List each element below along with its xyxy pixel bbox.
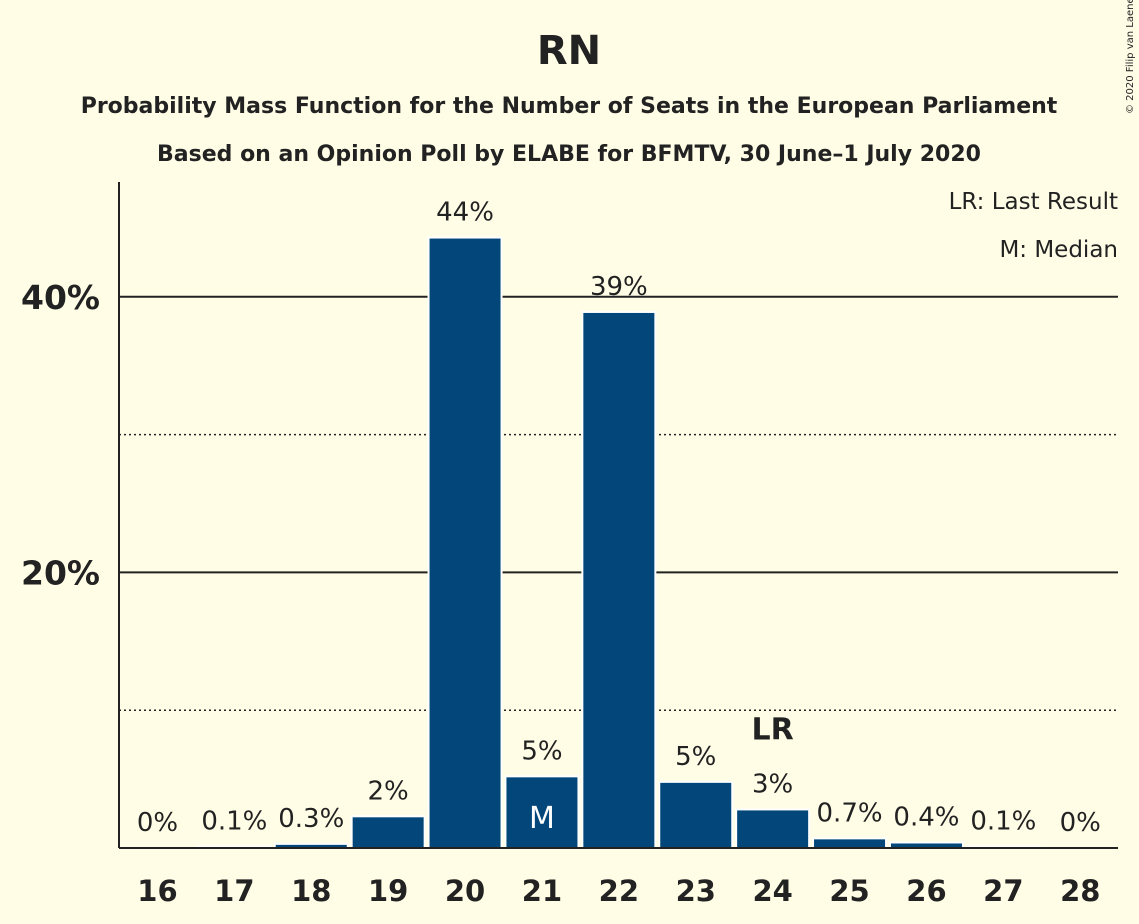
chart-subtitle-2: Based on an Opinion Poll by ELABE for BF… bbox=[157, 142, 981, 167]
data-label-20: 44% bbox=[436, 198, 494, 228]
data-label-18: 0.3% bbox=[278, 804, 344, 834]
data-label-19: 2% bbox=[368, 776, 409, 806]
legend-median: M: Median bbox=[999, 237, 1118, 263]
x-tick-label: 16 bbox=[137, 874, 177, 908]
data-label-25: 0.7% bbox=[817, 798, 883, 828]
data-label-26: 0.4% bbox=[893, 802, 959, 832]
x-tick-label: 22 bbox=[599, 874, 639, 908]
x-tick-label: 19 bbox=[368, 874, 408, 908]
bar-21 bbox=[504, 775, 580, 849]
chart-subtitle-1: Probability Mass Function for the Number… bbox=[81, 94, 1058, 119]
x-tick-label: 18 bbox=[291, 874, 331, 908]
x-tick-label: 26 bbox=[906, 874, 946, 908]
bar-23 bbox=[658, 780, 734, 850]
x-tick-label: 27 bbox=[983, 874, 1023, 908]
data-label-27: 0.1% bbox=[970, 807, 1036, 837]
x-tick-label: 28 bbox=[1060, 874, 1100, 908]
bar-20 bbox=[427, 236, 503, 849]
data-labels: 0% 0.1% 0.3% 2% 44% 5% M 39% 5% 3% LR 0.7% 0.4% 0.1% 0… bbox=[137, 198, 1101, 838]
y-tick-label: 20% bbox=[21, 553, 100, 592]
bar-22 bbox=[581, 310, 657, 849]
x-tick-label: 20 bbox=[445, 874, 485, 908]
x-tick-label: 24 bbox=[752, 874, 792, 908]
data-label-21: 5% bbox=[521, 736, 562, 766]
data-label-17: 0.1% bbox=[201, 807, 267, 837]
data-label-23: 5% bbox=[675, 742, 716, 772]
data-label-22: 39% bbox=[590, 272, 648, 302]
chart-title: RN bbox=[537, 28, 601, 74]
median-marker: M bbox=[529, 801, 555, 836]
bars bbox=[196, 236, 1041, 850]
copyright-text: © 2020 Filip van Laenen bbox=[1125, 0, 1136, 114]
x-tick-label: 21 bbox=[522, 874, 562, 908]
bar-24 bbox=[735, 808, 811, 850]
data-label-16: 0% bbox=[137, 808, 178, 838]
x-tick-label: 17 bbox=[214, 874, 254, 908]
x-tick-label: 25 bbox=[829, 874, 869, 908]
y-tick-label: 40% bbox=[21, 278, 100, 317]
x-axis-ticks: 16 17 18 19 20 21 22 23 24 25 26 27 28 bbox=[137, 874, 1100, 908]
bar-19 bbox=[350, 815, 426, 850]
y-axis-ticks: 20% 40% bbox=[21, 278, 100, 593]
x-tick-label: 23 bbox=[676, 874, 716, 908]
last-result-marker: LR bbox=[752, 712, 794, 747]
data-label-28: 0% bbox=[1060, 808, 1101, 838]
legend-last-result: LR: Last Result bbox=[949, 189, 1118, 215]
bar-25 bbox=[812, 837, 888, 850]
data-label-24: 3% bbox=[752, 769, 793, 799]
